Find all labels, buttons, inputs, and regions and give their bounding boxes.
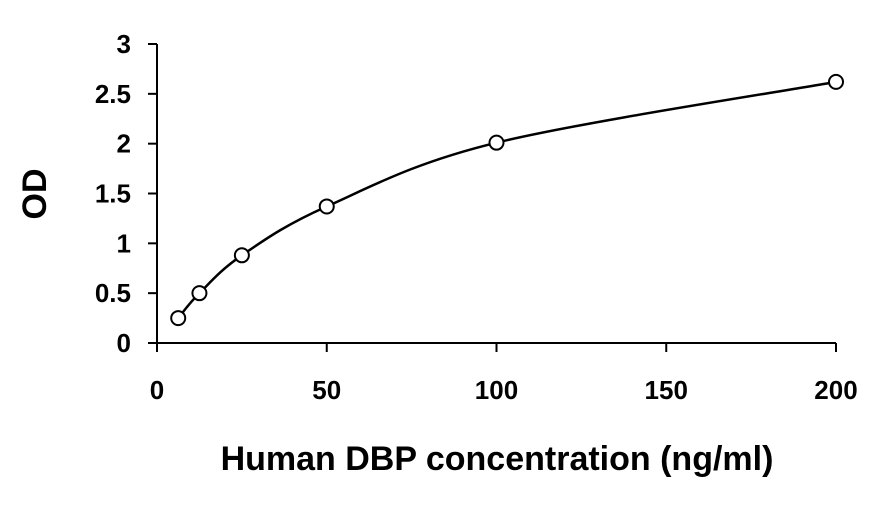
y-tick-label: 0.5 xyxy=(95,278,131,308)
data-point xyxy=(488,134,505,151)
data-points xyxy=(170,73,844,327)
data-point xyxy=(233,247,250,264)
x-axis-title: Human DBP concentration (ng/ml) xyxy=(221,440,774,478)
data-point xyxy=(170,310,187,327)
data-point xyxy=(318,198,335,215)
y-tick-label: 1.5 xyxy=(95,179,131,209)
x-tick-label: 0 xyxy=(150,375,164,405)
y-tick-label: 3 xyxy=(117,29,131,59)
y-tick-label: 2.5 xyxy=(95,79,131,109)
y-tick-labels: 0 0.5 1 1.5 2 2.5 3 xyxy=(95,29,131,358)
y-axis-title: OD xyxy=(16,169,54,220)
x-tick-label: 200 xyxy=(814,375,857,405)
data-point xyxy=(828,73,844,90)
y-tick-label: 2 xyxy=(117,129,131,159)
x-ticks xyxy=(156,343,837,352)
y-tick-label: 0 xyxy=(117,328,131,358)
x-axis: 0 50 100 150 200 xyxy=(150,342,858,405)
x-tick-label: 50 xyxy=(312,375,341,405)
data-point xyxy=(191,285,208,302)
x-tick-label: 100 xyxy=(475,375,518,405)
y-ticks xyxy=(148,43,157,344)
y-tick-label: 1 xyxy=(117,228,131,258)
fit-curve xyxy=(177,80,837,319)
y-axis: 0 0.5 1 1.5 2 2.5 3 xyxy=(95,29,158,358)
x-tick-labels: 0 50 100 150 200 xyxy=(150,375,858,405)
x-tick-label: 150 xyxy=(645,375,688,405)
